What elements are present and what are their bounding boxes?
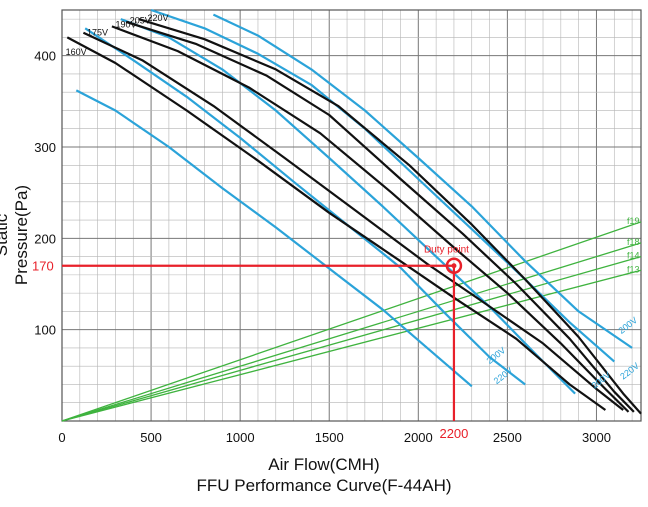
duty-y-value-label: 170 [32,259,54,274]
system-curve-label: f19 [627,216,640,226]
blue-curve [120,18,576,395]
curve-label: 220V [618,361,641,382]
fan-curve [138,18,642,415]
curve-label: 220V [148,13,169,23]
curve-label: 200V [590,370,613,391]
blue-curve [75,89,473,388]
duty-x-value-label: 2200 [439,426,468,441]
x-tick-label: 3000 [582,430,611,445]
curve-label: 175V [87,28,108,38]
curve-label: 190V [115,19,136,29]
duty-point-center [451,263,457,269]
x-tick-label: 2500 [493,430,522,445]
x-tick-label: 2000 [404,430,433,445]
x-tick-label: 0 [58,430,65,445]
fan-curve [111,25,630,413]
y-tick-label: 100 [34,323,56,338]
chart-title: FFU Performance Curve(F-44AH) [196,476,452,495]
duty-point-label: Duty point [424,245,469,256]
curve-label: 205V [130,16,151,26]
x-tick-label: 500 [140,430,162,445]
fan-curve [66,36,607,411]
system-curve-label: f14 [627,251,640,261]
y-axis-label: Static Pressure(Pa) [0,184,31,286]
plot-frame [61,9,642,422]
blue-curve [212,13,633,349]
fan-curve [82,31,624,411]
duty-point-marker [445,257,463,274]
curve-label: 160V [66,47,87,57]
system-curve-label: f18 [627,237,640,247]
x-tick-label: 1500 [315,430,344,445]
curve-label: 220V [492,365,515,386]
system-curve-label: f13 [627,264,640,274]
y-tick-label: 300 [34,140,56,155]
y-tick-label: 400 [34,49,56,64]
fan-curve [125,20,635,413]
y-tick-label: 200 [34,231,56,246]
system-curve [61,242,642,422]
x-tick-label: 1000 [226,430,255,445]
system-curve [61,221,642,422]
x-axis-label: Air Flow(CMH) [268,455,380,474]
system-curve [61,269,642,422]
system-curve [61,255,642,422]
blue-curve [150,8,616,363]
curve-label: 200V [616,315,639,336]
blue-curve [84,27,526,386]
